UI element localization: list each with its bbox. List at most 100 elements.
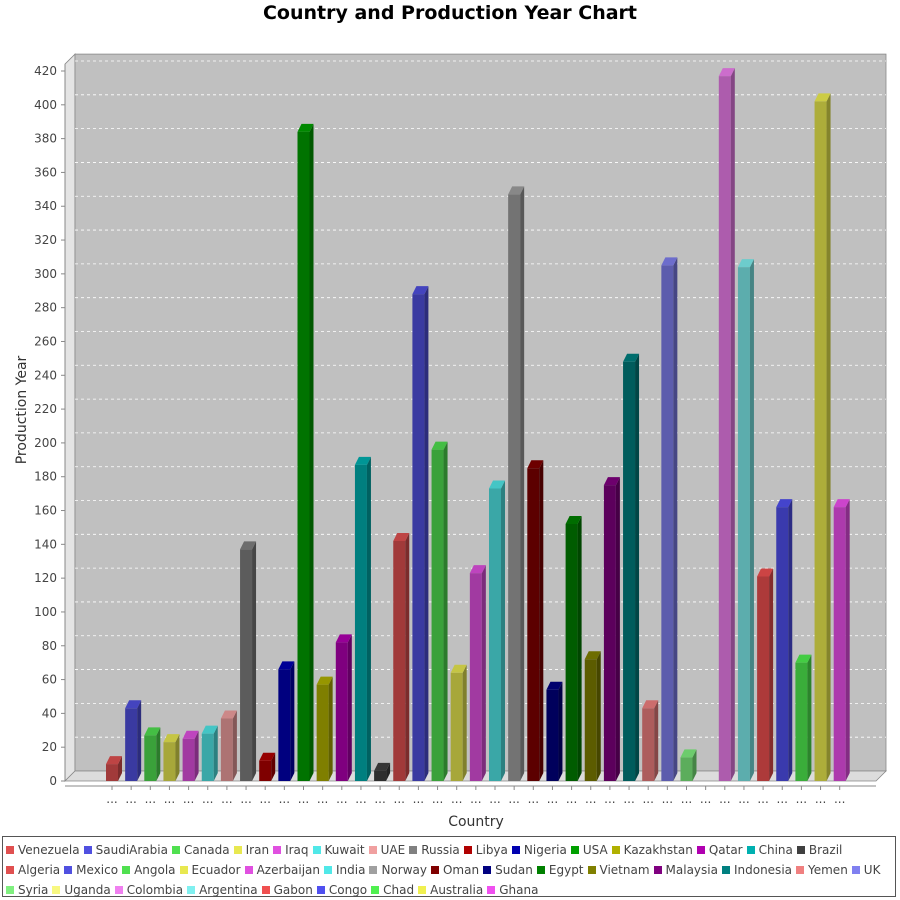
bar-ghana xyxy=(833,499,850,781)
y-tick-label: 100 xyxy=(34,605,57,619)
bar-uae xyxy=(220,710,237,781)
bar-side xyxy=(654,700,659,781)
bar-venezuela xyxy=(106,756,122,781)
y-tick-label: 140 xyxy=(34,537,57,551)
bar-front xyxy=(546,689,559,781)
legend-label: Sudan xyxy=(495,863,533,877)
legend-label: Australia xyxy=(430,883,484,897)
bar-top xyxy=(623,353,640,362)
bar-side xyxy=(366,456,371,781)
x-tick-label: ... xyxy=(259,792,270,806)
bar-top xyxy=(642,700,659,709)
bar-azerbaijan xyxy=(469,565,486,781)
legend-item: Brazil xyxy=(796,840,842,860)
bar-front xyxy=(182,738,195,781)
bar-front xyxy=(335,642,348,781)
bar-australia xyxy=(814,93,831,781)
bar-top xyxy=(469,565,486,574)
legend-swatch xyxy=(483,866,492,874)
bar-front xyxy=(240,549,253,781)
bar-top xyxy=(833,499,850,508)
legend-label: USA xyxy=(582,843,608,857)
bar-top xyxy=(508,186,525,195)
chart-plot: 0 20 40 60 80 100 120 140 160 180 200 220 240 260 280 3… xyxy=(14,53,887,830)
legend-swatch xyxy=(312,846,321,854)
bar-uk xyxy=(661,257,678,781)
x-tick-label: ... xyxy=(815,792,826,806)
x-tick-label: ... xyxy=(719,792,730,806)
bar-front xyxy=(680,757,693,781)
legend-label: Gabon xyxy=(273,883,313,897)
legend-swatch xyxy=(487,886,496,894)
legend-swatch xyxy=(536,866,545,874)
y-tick-label: 360 xyxy=(34,165,57,179)
legend-label: Uganda xyxy=(64,883,111,897)
bar-side xyxy=(730,68,735,782)
x-tick-label: ... xyxy=(796,792,807,806)
bar-front xyxy=(297,131,310,781)
x-tick-label: ... xyxy=(585,792,596,806)
legend-item: Mexico xyxy=(64,860,118,880)
legend-item: UAE xyxy=(368,840,405,860)
y-tick-label: 260 xyxy=(34,334,57,348)
legend-swatch xyxy=(244,866,253,874)
bar-front xyxy=(623,361,636,781)
legend-label: Venezuela xyxy=(18,843,80,857)
y-tick-label: 240 xyxy=(34,368,57,382)
bar-front xyxy=(737,267,750,782)
legend-item: Libya xyxy=(463,840,508,860)
bar-qatar xyxy=(335,634,352,781)
bar-sudan xyxy=(546,681,563,781)
bar-side xyxy=(194,730,199,781)
bar-front xyxy=(469,573,482,781)
bar-top xyxy=(374,762,391,771)
bar-top xyxy=(757,568,774,577)
x-tick-label: ... xyxy=(374,792,385,806)
legend-label: Qatar xyxy=(708,843,743,857)
bar-top xyxy=(393,532,410,541)
bar-front xyxy=(431,449,444,781)
legend-label: Norway xyxy=(381,863,427,877)
y-tick-label: 340 xyxy=(34,199,57,213)
bar-norway xyxy=(508,186,525,781)
legend-item: Congo xyxy=(316,880,367,900)
bar-side xyxy=(692,749,697,781)
bar-top xyxy=(737,259,754,268)
bar-side xyxy=(328,676,333,781)
legend-swatch xyxy=(6,846,14,854)
bar-top xyxy=(603,477,620,486)
bar-top xyxy=(814,93,831,102)
bar-front xyxy=(393,540,406,781)
bar-top xyxy=(278,661,295,670)
legend-item: Qatar xyxy=(696,840,743,860)
bar-front xyxy=(450,672,463,781)
bar-side xyxy=(118,756,122,781)
bar-top xyxy=(163,734,180,743)
legend-swatch xyxy=(324,866,332,874)
legend-swatch xyxy=(273,846,282,854)
y-tick-label: 80 xyxy=(42,639,57,653)
legend-label: Kuwait xyxy=(324,843,365,857)
bar-front xyxy=(814,101,827,781)
bar-yemen xyxy=(642,700,659,781)
x-tick-label: ... xyxy=(642,792,653,806)
legend-label: Kazakhstan xyxy=(623,843,693,857)
bar-top xyxy=(201,725,218,734)
legend-item: Chad xyxy=(371,880,414,900)
bar-top xyxy=(297,123,314,132)
legend-label: Algeria xyxy=(18,863,61,877)
bar-front xyxy=(374,770,387,781)
legend-swatch xyxy=(179,866,188,874)
x-tick-label: ... xyxy=(757,792,768,806)
bar-front xyxy=(278,669,291,781)
bar-nigeria xyxy=(278,661,295,781)
x-tick-label: ... xyxy=(470,792,481,806)
legend-swatch xyxy=(233,846,242,854)
bar-side xyxy=(635,353,640,781)
bar-gabon xyxy=(757,568,774,781)
y-tick-label: 220 xyxy=(34,402,57,416)
legend-swatch xyxy=(418,886,427,894)
x-tick-label: ... xyxy=(298,792,309,806)
legend-item: Argentina xyxy=(187,880,258,900)
legend-swatch xyxy=(796,846,805,854)
